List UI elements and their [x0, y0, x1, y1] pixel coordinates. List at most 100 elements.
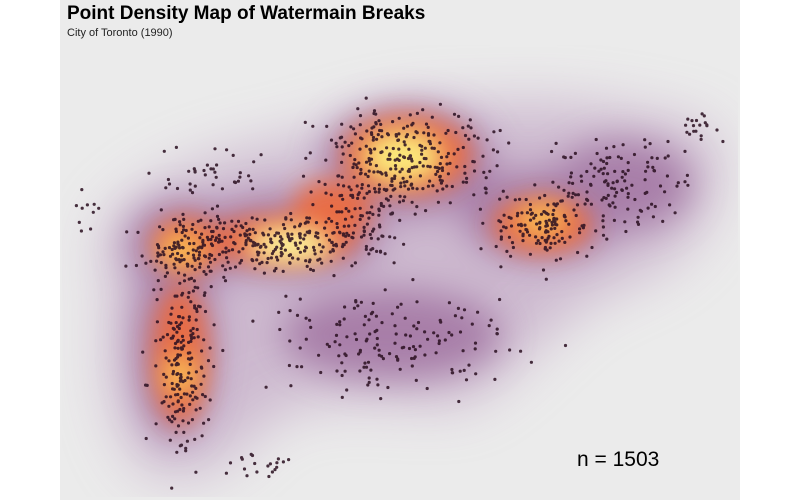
break-point: [420, 148, 424, 152]
break-point: [389, 183, 393, 187]
break-point: [511, 245, 515, 250]
break-point: [154, 422, 158, 426]
break-point: [188, 182, 192, 186]
break-point: [438, 162, 442, 166]
break-point: [176, 353, 180, 357]
break-point: [675, 184, 679, 188]
break-point: [594, 137, 598, 142]
break-point: [182, 344, 186, 348]
break-point: [684, 123, 688, 127]
break-point: [524, 227, 528, 232]
break-point: [191, 289, 195, 293]
break-point: [601, 219, 605, 223]
break-point: [378, 249, 383, 253]
break-point: [166, 415, 170, 419]
break-point: [344, 207, 348, 211]
break-point: [534, 213, 538, 217]
break-point: [446, 151, 450, 156]
break-point: [195, 309, 199, 314]
break-point: [275, 255, 279, 259]
break-point: [397, 116, 401, 120]
break-point: [308, 151, 312, 155]
break-point: [267, 474, 271, 479]
break-point: [611, 181, 615, 185]
break-point: [424, 122, 429, 126]
break-point: [156, 279, 160, 283]
break-point: [385, 146, 389, 150]
break-point: [580, 179, 584, 183]
break-point: [400, 167, 404, 171]
break-point: [179, 346, 183, 350]
break-point: [376, 237, 380, 241]
break-point: [374, 314, 378, 318]
break-point: [489, 318, 493, 322]
break-point: [358, 172, 362, 176]
break-point: [238, 175, 242, 179]
break-point: [358, 350, 362, 354]
break-point: [279, 235, 283, 239]
break-point: [465, 176, 469, 180]
break-point: [569, 155, 573, 159]
break-point: [188, 394, 192, 398]
break-point: [226, 260, 230, 264]
break-point: [174, 257, 178, 261]
break-point: [340, 361, 344, 365]
break-point: [355, 166, 359, 170]
break-point: [335, 225, 339, 230]
break-point: [276, 258, 280, 262]
break-point: [161, 228, 165, 232]
break-point: [444, 131, 448, 135]
break-point: [402, 140, 406, 144]
break-point: [198, 265, 202, 269]
break-point: [476, 136, 480, 140]
break-point: [195, 327, 199, 332]
break-point: [375, 249, 379, 253]
break-point: [593, 166, 597, 170]
break-point: [207, 225, 211, 229]
break-point: [699, 134, 703, 138]
break-point: [191, 398, 195, 402]
break-point: [518, 229, 522, 233]
break-point: [534, 235, 538, 239]
break-point: [223, 221, 227, 225]
break-point: [259, 153, 263, 157]
break-point: [461, 145, 465, 150]
break-point: [224, 471, 228, 475]
break-point: [238, 233, 242, 237]
break-point: [218, 240, 222, 244]
break-point: [481, 221, 485, 225]
break-point: [450, 333, 454, 337]
break-point: [312, 248, 316, 252]
break-point: [604, 179, 608, 183]
break-point: [362, 225, 366, 229]
break-point: [440, 166, 444, 170]
break-point: [192, 336, 196, 340]
break-point: [245, 233, 249, 237]
break-point: [290, 232, 294, 236]
break-point: [341, 256, 345, 260]
break-point: [538, 226, 542, 230]
break-point: [494, 349, 498, 353]
break-point: [626, 207, 630, 211]
break-point: [510, 241, 515, 245]
break-point: [192, 167, 196, 171]
break-point: [488, 169, 492, 173]
break-point: [456, 306, 460, 310]
break-point: [338, 231, 342, 235]
break-point: [184, 446, 188, 450]
break-point: [162, 372, 166, 376]
break-point: [169, 336, 173, 340]
break-point: [393, 164, 398, 168]
break-point: [311, 268, 315, 273]
break-point: [217, 233, 221, 237]
break-point: [394, 332, 398, 336]
break-point: [626, 168, 630, 172]
break-point: [215, 163, 219, 167]
break-point: [175, 450, 179, 454]
break-point: [163, 349, 167, 353]
break-point: [171, 402, 175, 406]
break-point: [125, 230, 129, 234]
break-point: [402, 126, 406, 130]
break-point: [638, 208, 642, 212]
break-point: [410, 200, 414, 204]
